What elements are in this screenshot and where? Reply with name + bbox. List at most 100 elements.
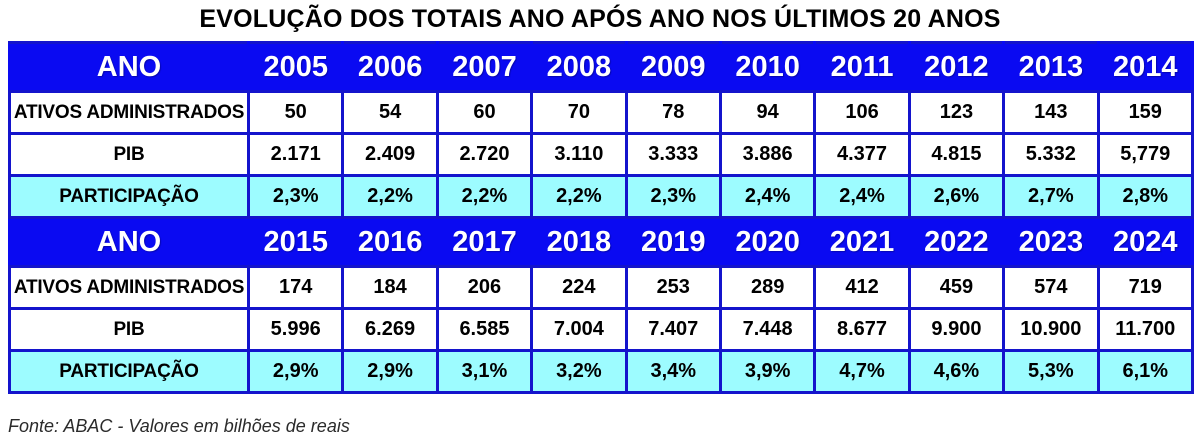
year-header-cell: 2019 bbox=[624, 216, 722, 268]
value-cell: 412 bbox=[813, 265, 911, 310]
value-cell: 9.900 bbox=[907, 307, 1006, 352]
table-row: PARTICIPAÇÃO 2,3% 2,2% 2,2% 2,2% 2,3% 2,4% 2,4%… bbox=[8, 174, 1195, 219]
value-cell: 123 bbox=[907, 90, 1006, 135]
page-title: EVOLUÇÃO DOS TOTAIS ANO APÓS ANO NOS ÚLT… bbox=[199, 5, 1001, 33]
value-cell: 106 bbox=[813, 90, 911, 135]
year-header-cell: 2021 bbox=[813, 216, 911, 268]
value-cell: 8.677 bbox=[813, 307, 911, 352]
value-cell: 574 bbox=[1002, 265, 1100, 310]
year-header-cell: 2006 bbox=[341, 41, 439, 93]
value-cell: 7.407 bbox=[624, 307, 722, 352]
value-cell: 94 bbox=[718, 90, 817, 135]
table-row: ATIVOS ADMINISTRADOS 174 184 206 224 253 289 41… bbox=[8, 265, 1195, 310]
year-header-cell: 2022 bbox=[907, 216, 1006, 268]
value-cell: 78 bbox=[624, 90, 722, 135]
value-cell: 60 bbox=[435, 90, 534, 135]
value-cell: 5,3% bbox=[1002, 349, 1100, 394]
row-label: PARTICIPAÇÃO bbox=[8, 174, 250, 219]
value-cell: 2.720 bbox=[435, 132, 534, 177]
value-cell: 70 bbox=[530, 90, 628, 135]
value-cell: 50 bbox=[246, 90, 345, 135]
value-cell: 7.448 bbox=[718, 307, 817, 352]
value-cell: 2,6% bbox=[907, 174, 1006, 219]
value-cell: 2,9% bbox=[341, 349, 439, 394]
value-cell: 2,4% bbox=[813, 174, 911, 219]
value-cell: 6,1% bbox=[1096, 349, 1195, 394]
value-cell: 4,6% bbox=[907, 349, 1006, 394]
value-cell: 4,7% bbox=[813, 349, 911, 394]
year-header-label: ANO bbox=[8, 216, 250, 268]
year-header-label: ANO bbox=[8, 41, 250, 93]
year-header-row-2: ANO 2015 2016 2017 2018 2019 2020 2021 2022 2023 2… bbox=[8, 216, 1195, 268]
value-cell: 54 bbox=[341, 90, 439, 135]
value-cell: 3,2% bbox=[530, 349, 628, 394]
value-cell: 2,4% bbox=[718, 174, 817, 219]
value-cell: 143 bbox=[1002, 90, 1100, 135]
table-row: PIB 5.996 6.269 6.585 7.004 7.407 7.448 8.677 9.… bbox=[8, 307, 1195, 352]
value-cell: 2,2% bbox=[435, 174, 534, 219]
value-cell: 3.886 bbox=[718, 132, 817, 177]
value-cell: 2,3% bbox=[246, 174, 345, 219]
year-header-cell: 2020 bbox=[718, 216, 817, 268]
value-cell: 184 bbox=[341, 265, 439, 310]
value-cell: 206 bbox=[435, 265, 534, 310]
table-row: PIB 2.171 2.409 2.720 3.110 3.333 3.886 4.377 4.… bbox=[8, 132, 1195, 177]
value-cell: 2,3% bbox=[624, 174, 722, 219]
year-header-cell: 2023 bbox=[1002, 216, 1100, 268]
value-cell: 2.409 bbox=[341, 132, 439, 177]
year-header-cell: 2016 bbox=[341, 216, 439, 268]
value-cell: 3,4% bbox=[624, 349, 722, 394]
value-cell: 6.269 bbox=[341, 307, 439, 352]
value-cell: 224 bbox=[530, 265, 628, 310]
year-header-cell: 2010 bbox=[718, 41, 817, 93]
year-header-cell: 2014 bbox=[1096, 41, 1195, 93]
value-cell: 3.110 bbox=[530, 132, 628, 177]
value-cell: 2,8% bbox=[1096, 174, 1195, 219]
year-header-cell: 2005 bbox=[246, 41, 345, 93]
value-cell: 10.900 bbox=[1002, 307, 1100, 352]
value-cell: 6.585 bbox=[435, 307, 534, 352]
value-cell: 3.333 bbox=[624, 132, 722, 177]
year-header-cell: 2008 bbox=[530, 41, 628, 93]
value-cell: 7.004 bbox=[530, 307, 628, 352]
value-cell: 3,9% bbox=[718, 349, 817, 394]
year-header-cell: 2011 bbox=[813, 41, 911, 93]
value-cell: 719 bbox=[1096, 265, 1195, 310]
value-cell: 4.815 bbox=[907, 132, 1006, 177]
value-cell: 11.700 bbox=[1096, 307, 1195, 352]
value-cell: 5.332 bbox=[1002, 132, 1100, 177]
value-cell: 2,9% bbox=[246, 349, 345, 394]
year-header-cell: 2024 bbox=[1096, 216, 1195, 268]
row-label: ATIVOS ADMINISTRADOS bbox=[8, 90, 250, 135]
value-cell: 174 bbox=[246, 265, 345, 310]
source-note: Fonte: ABAC - Valores em bilhões de reai… bbox=[8, 416, 350, 434]
value-cell: 159 bbox=[1096, 90, 1195, 135]
row-label: PIB bbox=[8, 132, 250, 177]
value-cell: 5.996 bbox=[246, 307, 345, 352]
row-label: PIB bbox=[8, 307, 250, 352]
year-header-row-1: ANO 2005 2006 2007 2008 2009 2010 2011 2012 2013 2… bbox=[8, 41, 1195, 93]
row-label: PARTICIPAÇÃO bbox=[8, 349, 250, 394]
year-header-cell: 2018 bbox=[530, 216, 628, 268]
row-label: ATIVOS ADMINISTRADOS bbox=[8, 265, 250, 310]
year-header-cell: 2009 bbox=[624, 41, 722, 93]
table-row: ATIVOS ADMINISTRADOS 50 54 60 70 78 94 106 123 14… bbox=[8, 90, 1195, 135]
value-cell: 2,2% bbox=[530, 174, 628, 219]
year-header-cell: 2017 bbox=[435, 216, 534, 268]
year-header-cell: 2013 bbox=[1002, 41, 1100, 93]
value-cell: 2.171 bbox=[246, 132, 345, 177]
year-header-cell: 2015 bbox=[246, 216, 345, 268]
year-header-cell: 2012 bbox=[907, 41, 1006, 93]
value-cell: 5,779 bbox=[1096, 132, 1195, 177]
value-cell: 2,7% bbox=[1002, 174, 1100, 219]
value-cell: 253 bbox=[624, 265, 722, 310]
evolution-table: ANO 2005 2006 2007 2008 2009 2010 2011 2012 2013 2… bbox=[8, 41, 1195, 394]
value-cell: 3,1% bbox=[435, 349, 534, 394]
value-cell: 289 bbox=[718, 265, 817, 310]
year-header-cell: 2007 bbox=[435, 41, 534, 93]
value-cell: 459 bbox=[907, 265, 1006, 310]
value-cell: 4.377 bbox=[813, 132, 911, 177]
value-cell: 2,2% bbox=[341, 174, 439, 219]
table-row: PARTICIPAÇÃO 2,9% 2,9% 3,1% 3,2% 3,4% 3,9% 4,7%… bbox=[8, 349, 1195, 394]
